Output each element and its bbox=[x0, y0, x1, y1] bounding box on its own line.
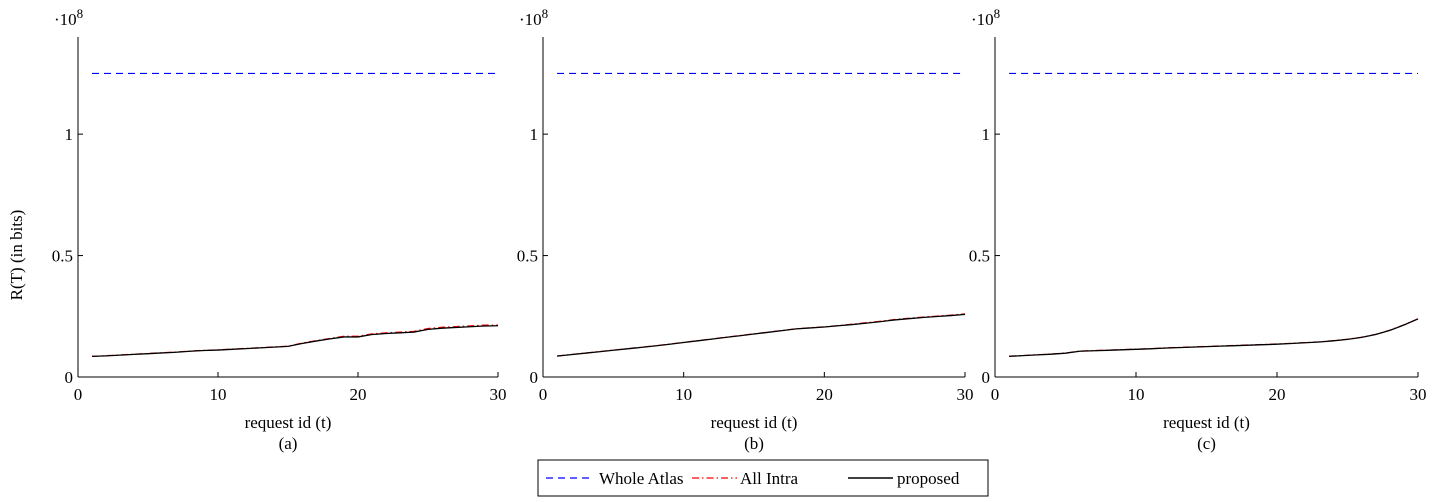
x-axis-label-c: request id (t) bbox=[1163, 413, 1250, 432]
x-axis-label-b: request id (t) bbox=[711, 413, 798, 432]
y-tick-label-b: 1 bbox=[530, 125, 539, 144]
x-tick-label-c: 0 bbox=[991, 385, 1000, 404]
chart-panel-a: 0 10 20 30 0 0.5 1 ·108 request id (t) (a) bbox=[52, 6, 507, 453]
series-line-all-intra-a bbox=[91, 324, 498, 357]
panel-caption-c: (c) bbox=[1197, 434, 1216, 453]
x-tick-label-c: 30 bbox=[1410, 385, 1427, 404]
legend-label-proposed: proposed bbox=[897, 469, 960, 488]
x-tick-label-a: 20 bbox=[350, 385, 367, 404]
series-line-proposed-a bbox=[91, 325, 499, 358]
y-exponent-label-a: ·108 bbox=[54, 6, 83, 29]
y-exponent-label-b: ·108 bbox=[519, 6, 548, 29]
y-exponent-power-c: 8 bbox=[994, 6, 1001, 21]
panel-caption-b: (b) bbox=[744, 434, 764, 453]
chart-panel-c: 0 10 20 30 0 0.5 1 ·108 request id (t) (c) bbox=[969, 6, 1427, 453]
series-line-proposed-b bbox=[557, 313, 966, 357]
x-tick-label-c: 20 bbox=[1269, 385, 1286, 404]
y-tick-label-a: 0 bbox=[65, 368, 74, 387]
x-tick-label-a: 0 bbox=[74, 385, 83, 404]
y-tick-label-b: 0.5 bbox=[517, 247, 538, 266]
panel-caption-a: (a) bbox=[279, 434, 298, 453]
y-tick-label-a: 0.5 bbox=[52, 247, 73, 266]
legend-label-all-intra: All Intra bbox=[740, 469, 799, 488]
x-tick-label-b: 20 bbox=[816, 385, 833, 404]
x-tick-label-b: 10 bbox=[675, 385, 692, 404]
x-tick-label-a: 30 bbox=[490, 385, 507, 404]
y-tick-label-b: 0 bbox=[530, 368, 539, 387]
x-tick-label-b: 30 bbox=[957, 385, 974, 404]
y-exponent-label-c: ·108 bbox=[971, 6, 1000, 29]
y-exponent-power-b: 8 bbox=[542, 6, 549, 21]
y-tick-label-c: 0.5 bbox=[969, 247, 990, 266]
x-tick-label-a: 10 bbox=[210, 385, 227, 404]
y-axis-label: R(T) (in bits) bbox=[7, 210, 26, 301]
y-exponent-power-a: 8 bbox=[77, 6, 84, 21]
y-tick-label-c: 1 bbox=[982, 125, 991, 144]
x-axis-label-a: request id (t) bbox=[245, 413, 332, 432]
x-tick-label-c: 10 bbox=[1128, 385, 1145, 404]
y-tick-label-a: 1 bbox=[65, 125, 74, 144]
legend-box bbox=[537, 459, 989, 497]
chart-panel-b: 0 10 20 30 0 0.5 1 ·108 request id (t) (b) bbox=[517, 6, 974, 453]
legend-label-whole-atlas: Whole Atlas bbox=[599, 469, 684, 488]
legend: Whole Atlas All Intra proposed bbox=[537, 459, 989, 497]
series-line-all-intra-c bbox=[1009, 318, 1419, 357]
x-tick-label-b: 0 bbox=[539, 385, 548, 404]
y-tick-label-c: 0 bbox=[982, 368, 991, 387]
series-line-proposed-c bbox=[1009, 318, 1419, 358]
